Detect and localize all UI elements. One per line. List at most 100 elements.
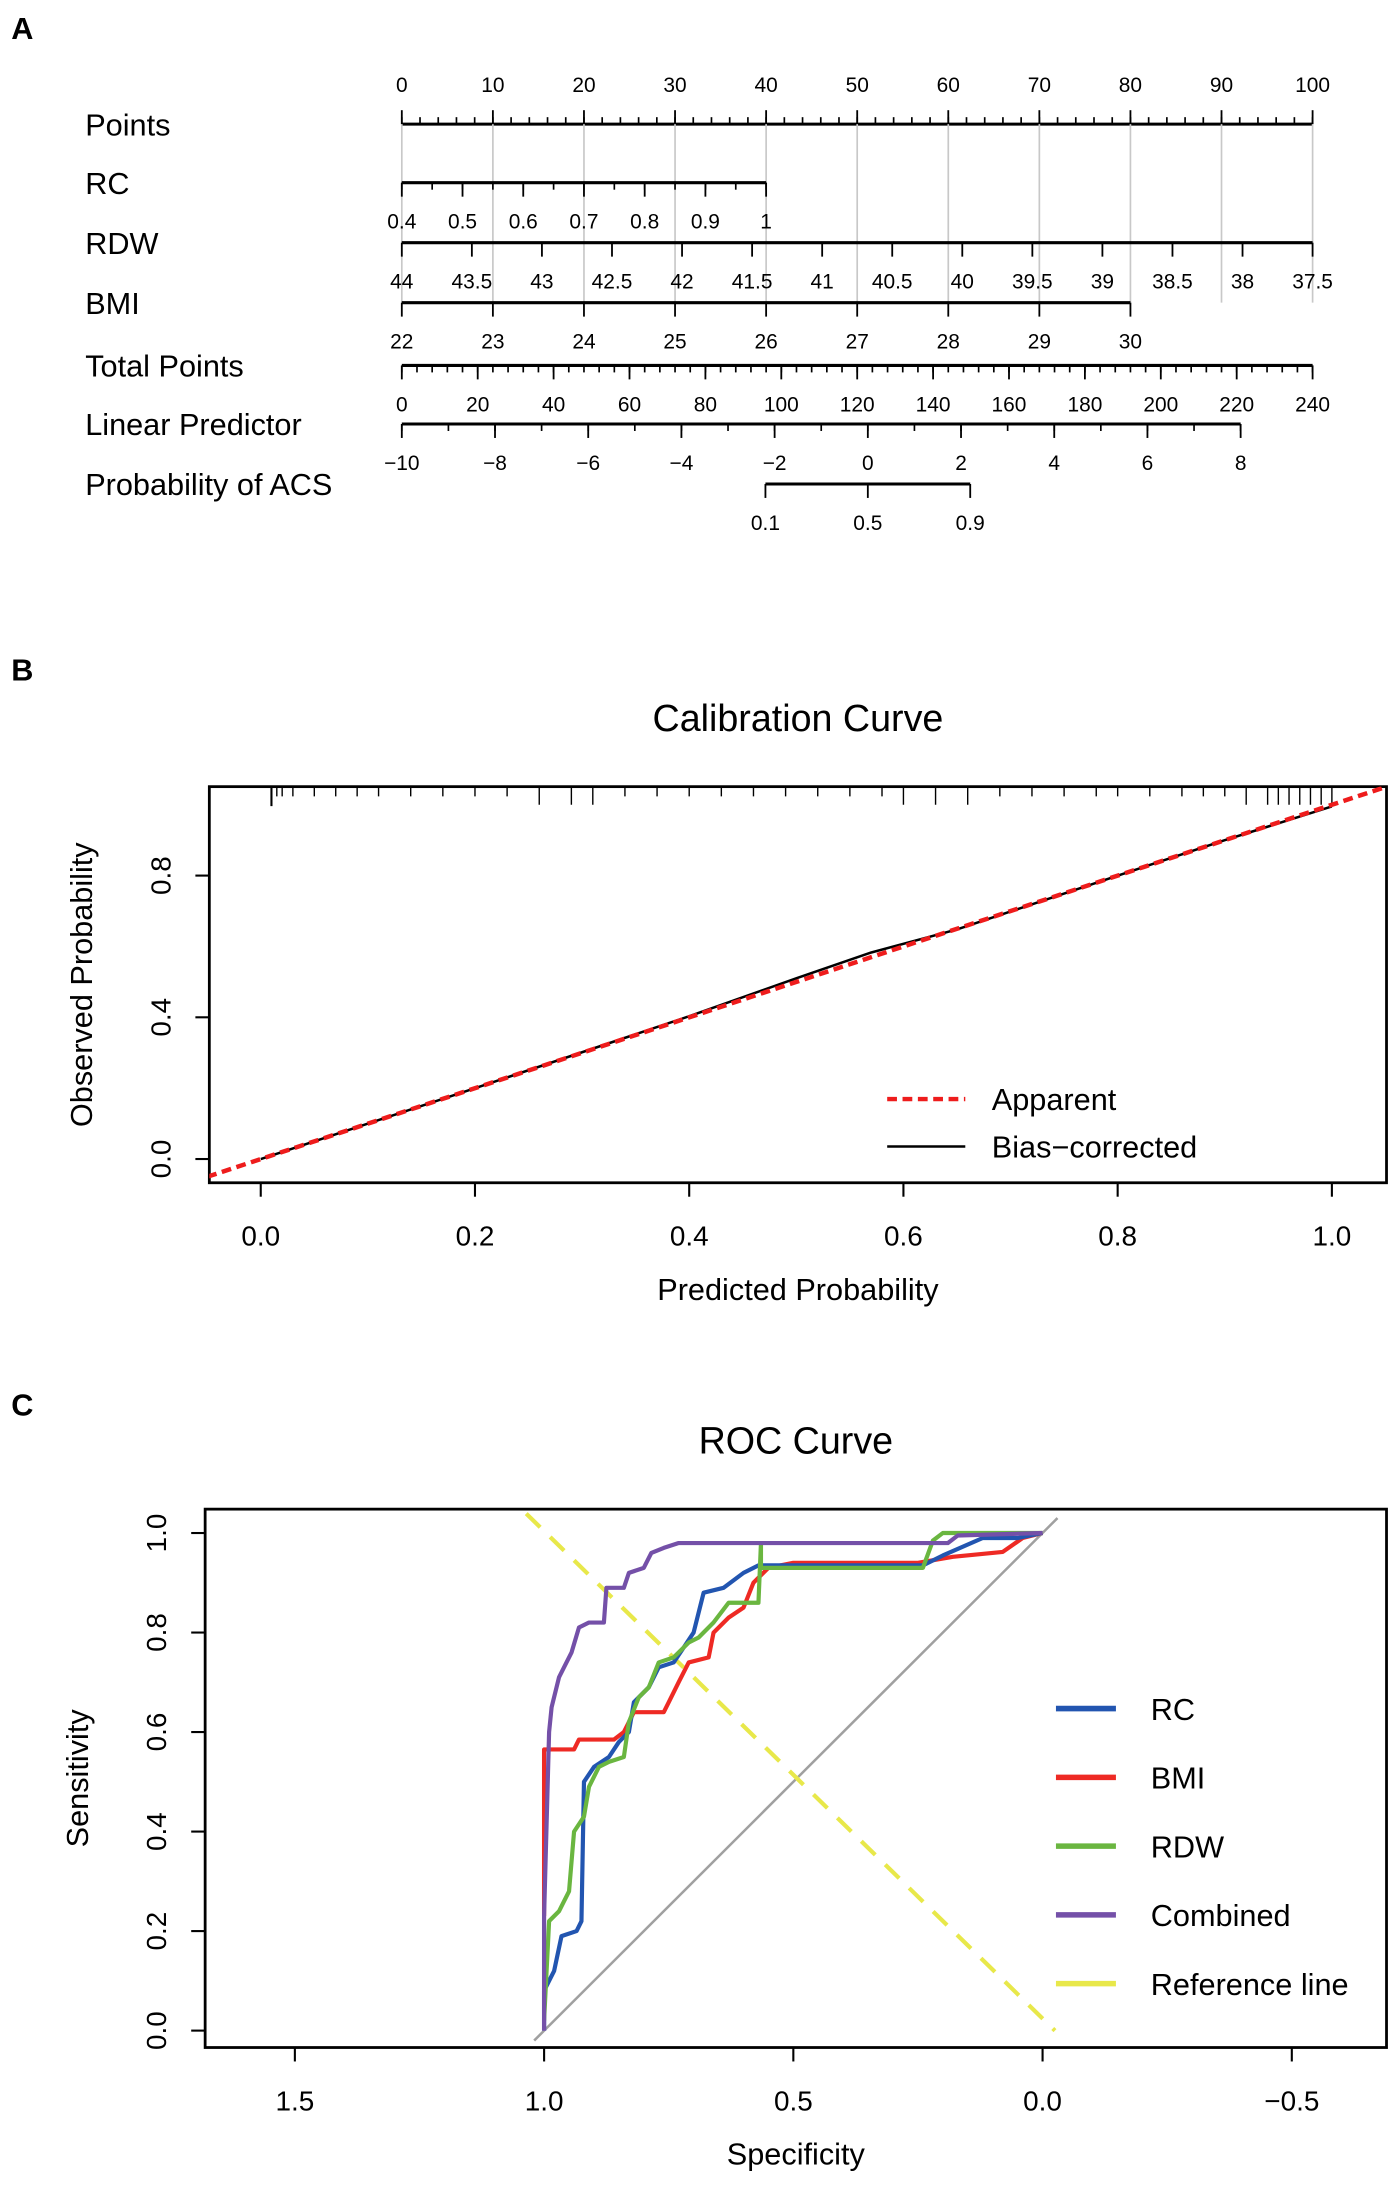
tick-label: 42.5 — [592, 271, 633, 294]
tick-label: 0.1 — [751, 512, 780, 535]
y-tick-label: 0.8 — [141, 1613, 172, 1652]
x-tick-label: 1.0 — [1313, 1221, 1352, 1252]
tick-label: 8 — [1235, 452, 1247, 475]
tick-label: 70 — [1028, 74, 1051, 97]
tick-label: 39 — [1091, 271, 1114, 294]
x-tick-label: 1.0 — [525, 2085, 564, 2116]
y-tick-label: 0.8 — [145, 856, 176, 895]
y-tick-label: 0.6 — [141, 1713, 172, 1752]
tick-label: 41.5 — [732, 271, 773, 294]
tick-label: 4 — [1048, 452, 1060, 475]
legend-label: Reference line — [1151, 1967, 1349, 2002]
panel-label-b: B — [11, 653, 33, 688]
tick-label: 200 — [1143, 393, 1178, 416]
x-tick-label: 0.4 — [670, 1221, 709, 1252]
apparent-line — [209, 786, 1387, 1179]
panel-label-a: A — [11, 11, 33, 46]
legend-label: Bias−corrected — [992, 1130, 1197, 1165]
tick-label: 37.5 — [1292, 271, 1333, 294]
y-tick-label: 0.2 — [141, 1912, 172, 1951]
tick-label: 24 — [572, 331, 596, 354]
tick-label: 240 — [1295, 393, 1330, 416]
chart-title: Calibration Curve — [653, 697, 944, 739]
tick-label: 20 — [466, 393, 489, 416]
tick-label: 90 — [1210, 74, 1233, 97]
tick-label: 60 — [618, 393, 641, 416]
row-label: RDW — [85, 226, 158, 261]
tick-label: 25 — [663, 331, 686, 354]
tick-label: 44 — [390, 271, 414, 294]
x-tick-label: 0.0 — [241, 1221, 280, 1252]
row-label: Probability of ACS — [85, 467, 332, 502]
tick-label: 43 — [530, 271, 553, 294]
tick-label: 0.7 — [569, 211, 598, 234]
tick-label: 60 — [937, 74, 960, 97]
tick-label: 27 — [846, 331, 869, 354]
calibration-chart: Calibration Curve Predicted Probability Ob… — [64, 697, 1388, 1307]
tick-label: 41 — [811, 271, 834, 294]
y-tick-label: 0.0 — [145, 1140, 176, 1179]
tick-label: 0.8 — [630, 211, 659, 234]
tick-label: 40 — [754, 74, 777, 97]
roc-line-rdw — [541, 1530, 1043, 2021]
tick-label: 180 — [1067, 393, 1102, 416]
x-tick-label: 0.5 — [774, 2085, 813, 2116]
tick-label: 0.5 — [853, 512, 882, 535]
y-tick-label: 0.4 — [145, 998, 176, 1037]
plot-frame — [203, 1507, 1388, 2049]
roc-line-combined — [541, 1530, 1043, 2031]
row-label: Linear Predictor — [85, 407, 302, 442]
tick-label: −4 — [669, 452, 693, 475]
tick-label: 22 — [390, 331, 413, 354]
tick-label: 220 — [1219, 393, 1254, 416]
tick-label: 50 — [846, 74, 869, 97]
row-label: Total Points — [85, 349, 244, 384]
row-label: Points — [85, 107, 170, 142]
tick-label: 100 — [1295, 74, 1330, 97]
tick-label: 39.5 — [1012, 271, 1053, 294]
roc-chart: ROC Curve Specificity Sensitivity 1.5 1.0 0.5… — [60, 1419, 1388, 2172]
chart-title: ROC Curve — [699, 1419, 894, 1461]
tick-label: 38.5 — [1152, 271, 1193, 294]
x-axis-label: Predicted Probability — [657, 1272, 939, 1307]
tick-label: 0.9 — [691, 211, 720, 234]
tick-label: −10 — [384, 452, 419, 475]
plot-frame — [207, 785, 1388, 1185]
tick-label: 0 — [396, 393, 408, 416]
x-tick-label: 0.6 — [884, 1221, 923, 1252]
tick-label: 0 — [862, 452, 874, 475]
tick-label: 0.5 — [448, 211, 477, 234]
legend-label: Combined — [1151, 1898, 1291, 1933]
y-tick-label: 0.4 — [141, 1812, 172, 1851]
roc-line-reference-line — [524, 1512, 1057, 2033]
tick-label: 80 — [1119, 74, 1142, 97]
tick-label: 2 — [955, 452, 967, 475]
tick-label: 0 — [396, 74, 408, 97]
tick-label: 160 — [992, 393, 1027, 416]
x-tick-label: 0.0 — [1023, 2085, 1062, 2116]
tick-label: 30 — [1119, 331, 1142, 354]
tick-label: 0.6 — [509, 211, 538, 234]
tick-label: 0.9 — [956, 512, 985, 535]
tick-label: 30 — [663, 74, 686, 97]
tick-label: 120 — [840, 393, 875, 416]
roc-line-bmi — [541, 1530, 1044, 1917]
tick-label: 6 — [1142, 452, 1154, 475]
legend-label: Apparent — [992, 1082, 1117, 1117]
plot-area — [524, 1512, 1059, 2042]
x-tick-label: 0.8 — [1098, 1221, 1137, 1252]
x-axis-label: Specificity — [727, 2137, 866, 2172]
y-tick-label: 1.0 — [141, 1514, 172, 1553]
x-tick-label: 1.5 — [275, 2085, 314, 2116]
tick-label: 23 — [481, 331, 504, 354]
y-axis-label: Observed Probability — [64, 842, 99, 1127]
y-tick-label: 0.0 — [141, 2011, 172, 2050]
plot-area — [209, 786, 1387, 1179]
x-tick-label: 0.2 — [456, 1221, 495, 1252]
tick-label: 20 — [572, 74, 595, 97]
tick-label: 10 — [481, 74, 504, 97]
tick-label: −8 — [483, 452, 507, 475]
tick-label: 1 — [760, 211, 772, 234]
